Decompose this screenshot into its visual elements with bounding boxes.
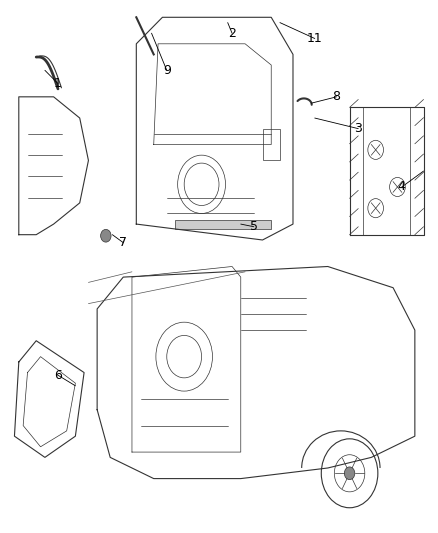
Bar [176, 220, 271, 229]
Text: 5: 5 [250, 220, 258, 233]
Circle shape [344, 467, 355, 480]
Text: 9: 9 [163, 64, 171, 77]
Text: 2: 2 [228, 27, 236, 39]
Circle shape [101, 229, 111, 242]
Text: 11: 11 [307, 32, 323, 45]
Text: 1: 1 [54, 77, 62, 90]
Text: 7: 7 [119, 236, 127, 249]
Text: 8: 8 [332, 90, 340, 103]
Text: 3: 3 [354, 122, 362, 135]
Text: 6: 6 [54, 369, 62, 382]
Text: 4: 4 [398, 181, 406, 193]
